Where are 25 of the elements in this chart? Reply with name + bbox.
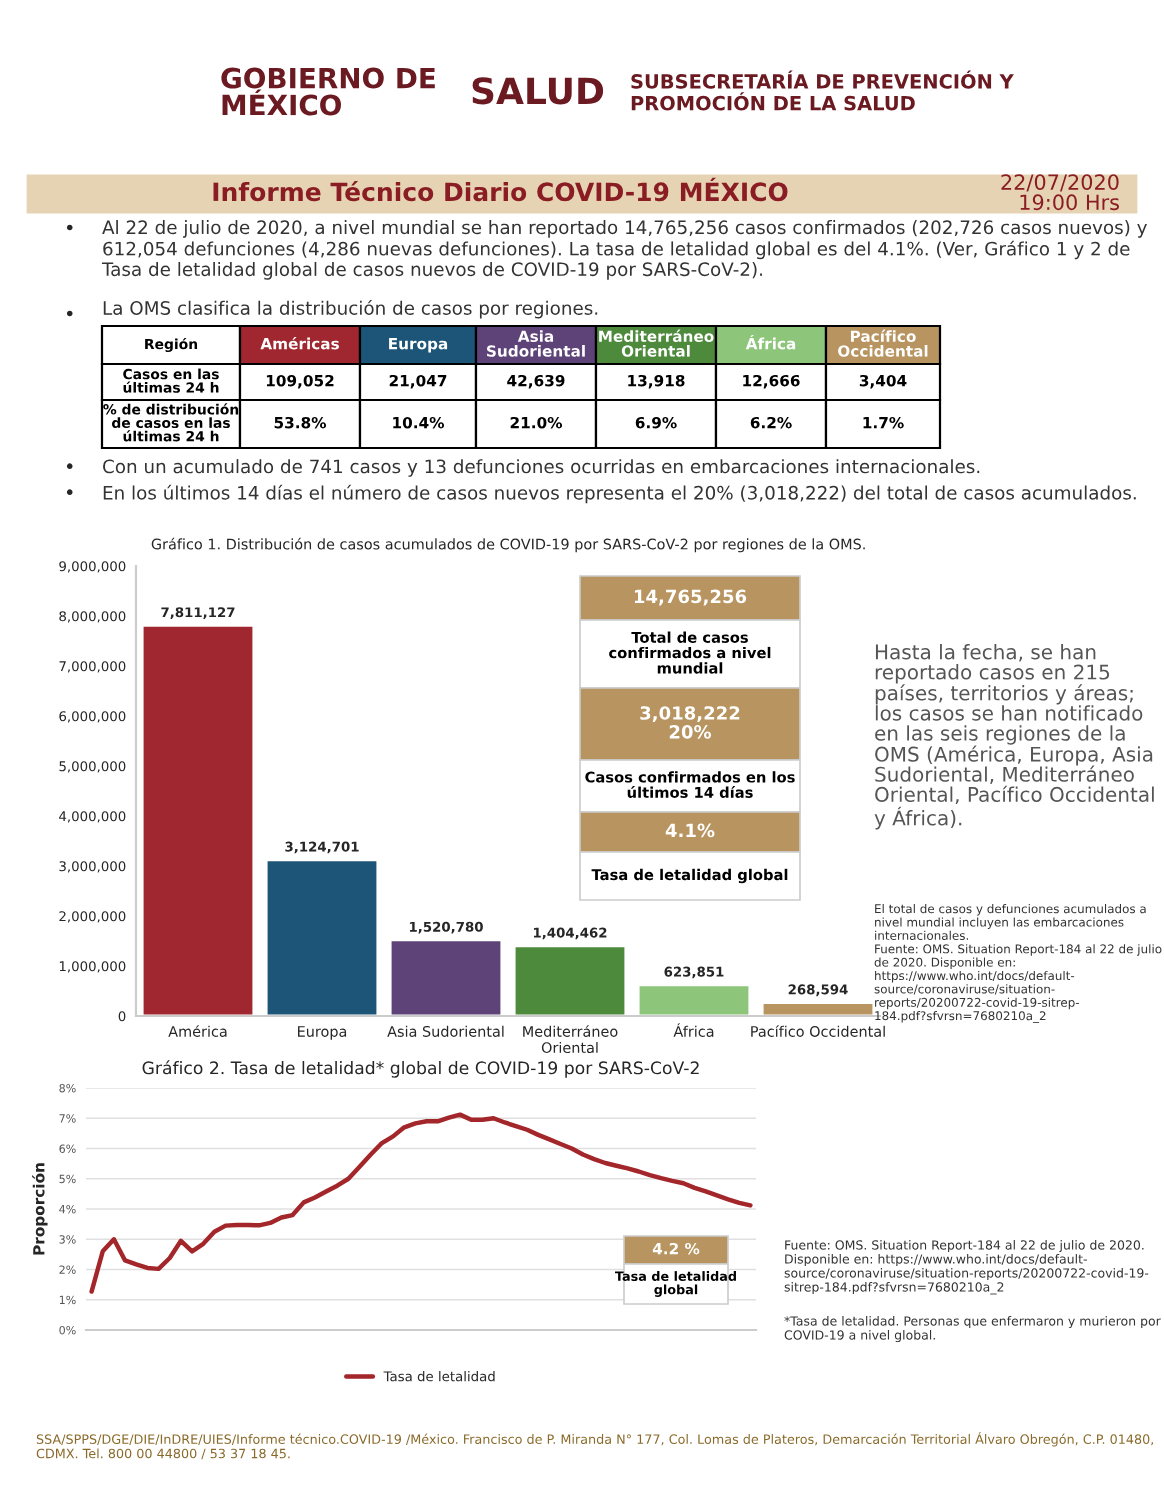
text: Al 22 de julio de 2020, a nivel mundial se han reportado 14,765,256 casos confirmados (202,726 casos nuevos) y 612,054 defunciones (4,286 nuevas defunciones). La tasa de letalidad global es del 4.1%. (Ver, Gráfico 1 y 2 de Tasa de letalidad global de casos nuevos de COVID-19 por SARS-CoV-2). <box>101 220 1147 280</box>
text: GOBIERNO DE MÉXICO <box>221 67 435 116</box>
bar <box>140 624 256 1016</box>
text: La OMS clasifica la distribución de casos por regiones. <box>103 300 598 319</box>
bar <box>760 1001 876 1016</box>
text: Hasta la fecha, se han reportado casos en 215 países, territorios y áreas; los casos se han notificado en las seis regiones de la OMS (América, Europa, Asia Sudoriental, Mediterráneo Oriental, Pacífico Occidental y África). <box>874 644 1154 830</box>
text: Informe Técnico Diario COVID-19 MÉXICO <box>213 177 788 202</box>
bar <box>388 938 504 1016</box>
chart-title: Gráfico 2. Tasa de letalidad* global de COVID-19 por SARS-CoV-2 <box>142 1060 699 1078</box>
bar <box>636 983 752 1016</box>
line-series <box>89 1112 753 1294</box>
text: • <box>66 463 73 469</box>
text: 22/07/2020 19:00 Hrs <box>1001 174 1119 211</box>
text: SALUD <box>472 77 604 105</box>
text: Con un acumulado de 741 casos y 13 defunciones ocurridas en embarcaciones internacionales. <box>103 459 980 477</box>
text: SUBSECRETARÍA DE PREVENCIÓN Y PROMOCIÓN DE LA SALUD <box>631 70 1014 111</box>
bar <box>264 858 380 1016</box>
text: • <box>66 489 73 495</box>
bar <box>512 944 628 1016</box>
annotation: 3,018,222 20% <box>640 706 740 739</box>
text: En los últimos 14 días el número de casos nuevos representa el 20% (3,018,222) del total de casos acumulados. <box>103 484 1136 504</box>
text: • <box>66 310 73 317</box>
text: • <box>66 224 73 231</box>
annotation: 14,765,256 <box>634 589 747 606</box>
annotation: 4.1% <box>665 823 715 838</box>
